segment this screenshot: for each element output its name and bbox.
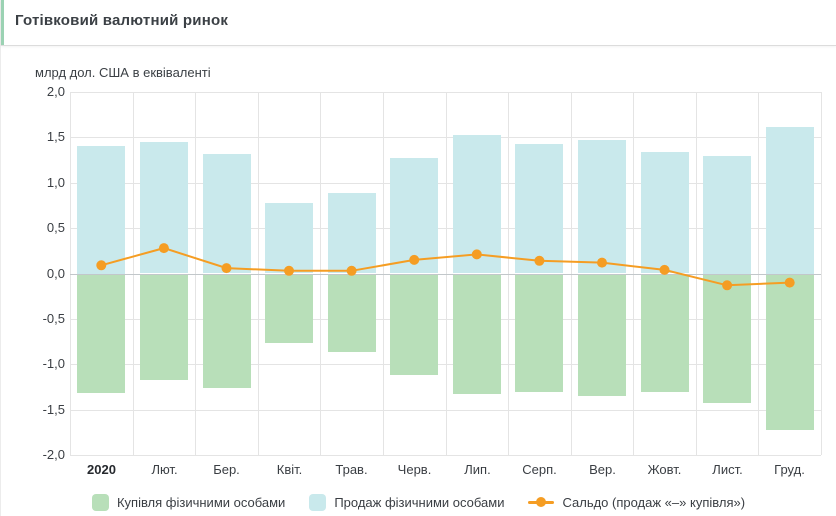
y-tick-label: -1,5 <box>42 402 65 417</box>
y-tick-label: 0,0 <box>46 266 65 281</box>
y-tick-label: -1,0 <box>42 356 65 371</box>
legend-swatch <box>91 493 109 511</box>
vertical-gridline <box>383 92 384 455</box>
x-tick-label: Бер. <box>213 462 240 477</box>
chart-area: млрд дол. США в еквіваленті 2,0 1,5 1,0 0,5… <box>1 45 836 516</box>
zero-axis-line <box>70 274 821 275</box>
bar-sales[interactable] <box>640 151 689 274</box>
y-tick-label: 1,5 <box>46 129 65 144</box>
bar-sales[interactable] <box>703 155 752 274</box>
horizontal-gridline <box>70 410 821 411</box>
bar-sales[interactable] <box>77 145 126 274</box>
bar-purchase[interactable] <box>703 273 752 404</box>
bar-sales[interactable] <box>202 153 251 274</box>
legend-label: Продаж фізичними особами <box>334 494 505 510</box>
bar-sales[interactable] <box>327 192 376 274</box>
y-axis-title: млрд дол. США в еквіваленті <box>35 65 211 80</box>
vertical-gridline <box>696 92 697 455</box>
saldo-point[interactable] <box>597 257 607 268</box>
bar-purchase[interactable] <box>452 273 501 395</box>
vertical-gridline <box>258 92 259 455</box>
bar-sales[interactable] <box>390 158 439 274</box>
bar-sales[interactable] <box>765 126 814 274</box>
x-tick-label: Лист. <box>712 462 743 477</box>
vertical-gridline <box>133 92 134 455</box>
bar-sales[interactable] <box>265 202 313 274</box>
bar-purchase[interactable] <box>390 273 439 376</box>
y-tick-label: 0,5 <box>46 220 65 235</box>
saldo-line <box>101 247 790 287</box>
x-tick-label: Черв. <box>397 462 432 477</box>
header-accent-bar <box>1 0 4 45</box>
legend-swatch <box>309 493 327 511</box>
legend-item[interactable]: Сальдо (продаж «–» купівля») <box>528 495 745 510</box>
legend-label: Купівля фізичними особами <box>116 494 286 510</box>
bar-purchase[interactable] <box>139 273 188 380</box>
saldo-point[interactable] <box>471 249 482 260</box>
vertical-gridline <box>70 92 71 455</box>
legend-label: Сальдо (продаж «–» купівля») <box>562 494 746 510</box>
x-tick-label: Груд. <box>774 462 805 477</box>
saldo-point[interactable] <box>409 254 420 265</box>
x-tick-label: Квіт. <box>276 462 303 477</box>
saldo-point[interactable] <box>722 280 733 291</box>
horizontal-gridline <box>70 228 821 229</box>
vertical-gridline <box>508 92 509 455</box>
horizontal-gridline <box>70 137 821 138</box>
legend-line-icon <box>528 497 555 507</box>
vertical-gridline <box>195 92 196 455</box>
y-tick-label: 1,0 <box>46 175 65 190</box>
saldo-point[interactable] <box>784 277 795 288</box>
saldo-line-layer <box>96 243 795 291</box>
horizontal-gridline <box>70 92 821 93</box>
bar-sales[interactable] <box>578 140 626 274</box>
legend-item[interactable]: Продаж фізичними особами <box>309 493 505 511</box>
vertical-gridline <box>821 92 822 455</box>
bar-sales[interactable] <box>515 143 564 274</box>
x-tick-label: Жовт. <box>647 462 682 477</box>
bar-purchase[interactable] <box>77 273 126 394</box>
saldo-point[interactable] <box>158 243 169 254</box>
horizontal-gridline <box>70 183 821 184</box>
plot-area <box>70 92 822 456</box>
x-tick-label: Серп. <box>522 462 557 477</box>
y-tick-label: -0,5 <box>42 311 65 326</box>
vertical-gridline <box>446 92 447 455</box>
bar-purchase[interactable] <box>327 273 376 352</box>
legend-line-dot <box>536 497 547 507</box>
saldo-point[interactable] <box>346 265 357 276</box>
vertical-gridline <box>320 92 321 455</box>
panel-title: Готівковий валютний ринок <box>15 12 229 29</box>
y-tick-label: -2,0 <box>42 447 65 462</box>
vertical-gridline <box>633 92 634 455</box>
saldo-point[interactable] <box>659 264 670 275</box>
saldo-point[interactable] <box>221 263 232 274</box>
x-tick-label: Лип. <box>464 462 491 477</box>
horizontal-gridline <box>70 319 821 320</box>
legend: Купівля фізичними особами Продаж фізичним… <box>1 489 836 515</box>
horizontal-gridline <box>70 455 821 456</box>
x-tick-label: 2020 <box>87 462 116 477</box>
y-tick-label: 2,0 <box>46 84 65 99</box>
vertical-gridline <box>571 92 572 455</box>
saldo-point[interactable] <box>284 265 294 276</box>
legend-item[interactable]: Купівля фізичними особами <box>91 493 286 511</box>
x-tick-label: Вер. <box>589 462 616 477</box>
bar-purchase[interactable] <box>202 273 251 388</box>
vertical-gridline <box>758 92 759 455</box>
bar-purchase[interactable] <box>265 273 313 343</box>
bar-purchase[interactable] <box>578 273 626 396</box>
x-tick-label: Лют. <box>151 462 178 477</box>
saldo-point[interactable] <box>96 260 107 271</box>
bar-purchase[interactable] <box>640 273 689 393</box>
panel-header: Готівковий валютний ринок <box>1 0 836 46</box>
bar-purchase[interactable] <box>515 273 564 392</box>
saldo-point[interactable] <box>534 255 545 266</box>
bar-purchase[interactable] <box>765 273 814 430</box>
horizontal-gridline <box>70 364 821 365</box>
x-tick-label: Трав. <box>335 462 368 477</box>
